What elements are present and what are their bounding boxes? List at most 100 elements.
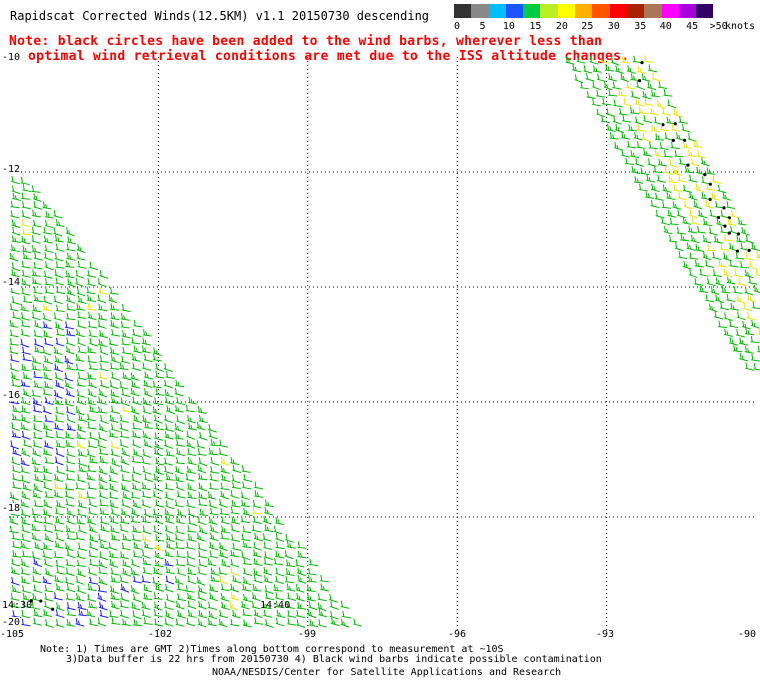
wind-barb [141, 345, 151, 354]
wind-barb [220, 583, 230, 592]
wind-barb [111, 457, 121, 467]
wind-barb [163, 363, 173, 373]
wind-barb [197, 448, 207, 456]
wind-barb [165, 593, 175, 603]
wind-barb [131, 380, 141, 389]
wind-barb [712, 175, 722, 185]
wind-barb [153, 592, 163, 600]
wind-barb [319, 574, 330, 583]
wind-barb [98, 388, 108, 398]
wind-barb [143, 439, 153, 448]
wind-barb [186, 541, 196, 550]
wind-barb [689, 252, 699, 260]
wind-barb [240, 499, 250, 508]
wind-barb [221, 559, 231, 568]
wind-barb [630, 90, 640, 99]
wind-barb [141, 482, 151, 491]
wind-barb [340, 618, 350, 628]
wind-barb [186, 430, 196, 440]
wind-barb [625, 157, 635, 165]
wind-barb [744, 345, 754, 354]
wind-barb [671, 123, 681, 132]
wind-barb [242, 583, 252, 592]
wind-barb [295, 559, 305, 568]
wind-barb [98, 466, 108, 475]
wind-barb [242, 576, 252, 586]
wind-barb [175, 465, 184, 475]
legend-label: 40 [659, 21, 672, 32]
wind-barb [33, 465, 43, 473]
wind-barb [77, 337, 87, 347]
wind-barb [21, 219, 31, 228]
latitude-label: -16 [2, 390, 21, 401]
wind-barb [87, 311, 97, 321]
wind-barb [10, 210, 20, 219]
wind-barb [66, 312, 76, 321]
wind-barb [12, 405, 22, 413]
wind-barb [677, 209, 686, 219]
wind-barb [66, 618, 76, 627]
wind-barb [121, 499, 131, 509]
wind-barb [164, 558, 174, 567]
wind-barb [20, 422, 30, 431]
wind-barb [650, 183, 660, 193]
wind-barb [65, 270, 75, 279]
wind-barb [144, 421, 154, 430]
wind-barb [22, 550, 32, 558]
wind-barb [574, 74, 584, 84]
longitude-label: -99 [298, 629, 317, 640]
wind-barb [688, 174, 698, 183]
wind-barb [186, 558, 196, 568]
wind-barb [43, 372, 53, 381]
wind-barb [297, 541, 307, 549]
wind-barb [576, 55, 586, 64]
wind-barb [668, 175, 678, 184]
wind-barb [119, 551, 129, 560]
wind-barb [11, 219, 21, 228]
wind-barb [661, 201, 672, 209]
wind-barb [230, 618, 240, 627]
wind-barb [9, 329, 19, 338]
wind-barb [53, 489, 63, 499]
wind-barb [198, 431, 208, 441]
wind-barb [11, 413, 21, 421]
wind-barb [141, 499, 151, 509]
wind-barb [121, 338, 131, 346]
wind-barb [120, 593, 130, 602]
wind-barb [154, 542, 164, 551]
wind-barb [197, 516, 207, 526]
wind-barb [43, 330, 53, 339]
wind-barb [705, 200, 715, 209]
wind-barb [132, 328, 142, 338]
wind-barb [688, 269, 698, 278]
wind-barb [131, 455, 142, 464]
wind-barb [207, 558, 217, 567]
wind-barb [130, 515, 140, 524]
wind-barb [264, 499, 274, 508]
wind-barb [262, 601, 272, 610]
wind-barb [44, 337, 54, 347]
wind-barb [660, 123, 670, 132]
wind-barb [240, 491, 250, 501]
wind-barb [131, 491, 141, 499]
wind-barb [729, 225, 741, 236]
wind-barb [198, 491, 208, 500]
wind-barb [77, 345, 87, 354]
wind-barb [275, 541, 285, 550]
wind-barb [88, 550, 98, 558]
wind-barb [99, 551, 109, 561]
wind-barb [131, 558, 140, 568]
wind-barb [97, 432, 107, 442]
wind-barb [650, 89, 660, 98]
wind-barb [254, 490, 264, 498]
wind-barb [20, 312, 30, 321]
wind-barb [64, 398, 74, 407]
wind-barb [33, 558, 43, 568]
wind-barb [32, 566, 42, 575]
wind-barb [748, 260, 758, 270]
wind-barb [33, 617, 43, 626]
wind-barb [120, 456, 130, 466]
wind-barb [690, 234, 700, 244]
wind-barb [97, 396, 107, 405]
wind-barb [187, 508, 197, 518]
